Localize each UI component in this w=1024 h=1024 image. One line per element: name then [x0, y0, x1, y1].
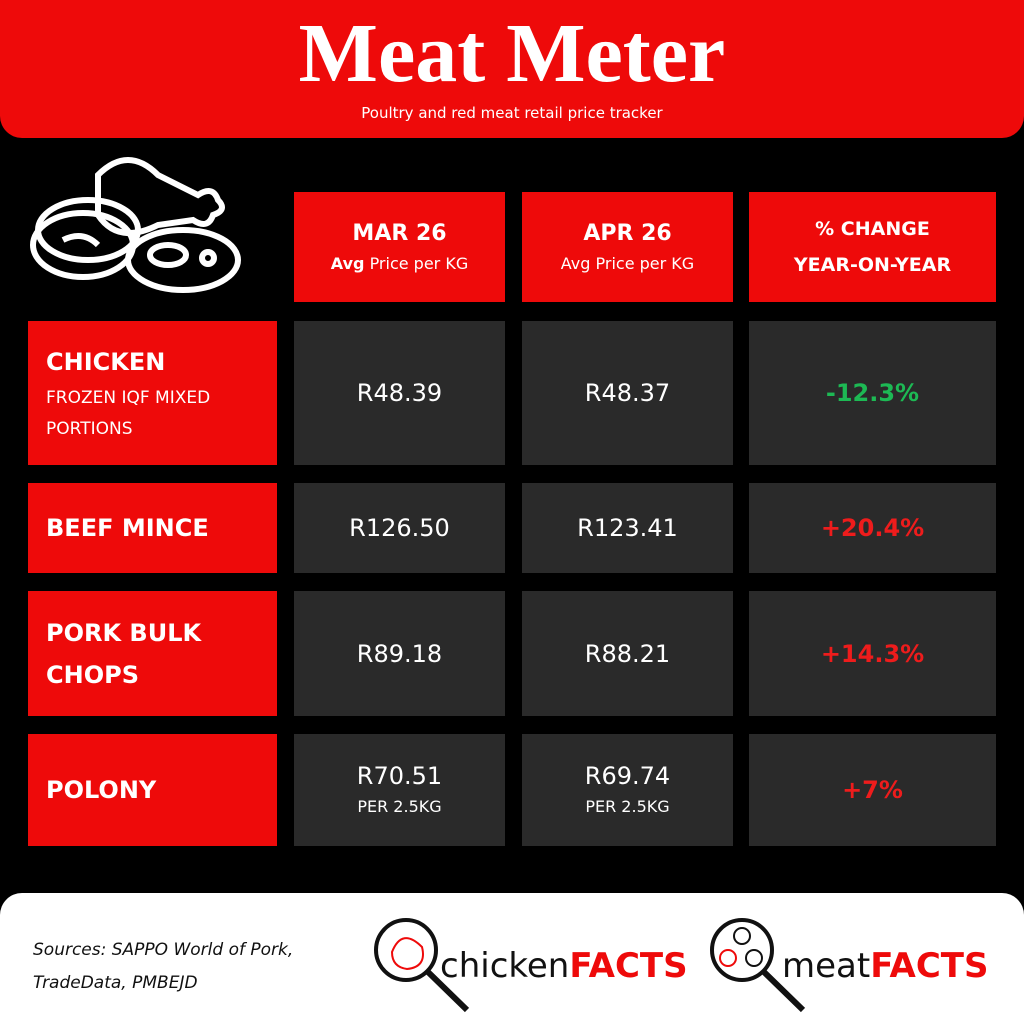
price: R89.18: [356, 639, 443, 668]
column-unit: Avg Price per KG: [330, 254, 469, 273]
change-value: -12.3%: [825, 379, 920, 407]
meat-logo-icon: [710, 918, 806, 1013]
price-cell: R69.74 PER 2.5KG: [522, 734, 733, 846]
change-cell: +14.3%: [749, 591, 996, 716]
row-name: CHICKEN: [46, 348, 166, 376]
price: R88.21: [584, 639, 671, 668]
column-month: MAR 26: [352, 221, 447, 246]
column-header: % CHANGE YEAR-ON-YEAR: [749, 192, 996, 302]
column-header: APR 26 Avg Price per KG: [522, 192, 733, 302]
column-month: APR 26: [583, 221, 672, 246]
price-cell: R48.37: [522, 321, 733, 465]
price: R126.50: [349, 514, 450, 542]
price-note: PER 2.5KG: [585, 797, 670, 816]
row-label: BEEF MINCE: [28, 483, 277, 573]
sources-line: TradeData, PMBEJD: [33, 973, 198, 993]
price: R123.41: [577, 514, 678, 542]
price-cell: R88.21: [522, 591, 733, 716]
change-value: +7%: [842, 776, 903, 804]
price-note: PER 2.5KG: [357, 797, 442, 816]
chicken-logo: chickenFACTS: [440, 946, 688, 986]
footer: [0, 893, 1024, 1024]
change-value: +20.4%: [820, 514, 925, 542]
row-name: POLONY: [46, 776, 157, 804]
column-header: MAR 26 Avg Price per KG: [294, 192, 505, 302]
change-value: +14.3%: [820, 639, 925, 668]
row-label: PORK BULK CHOPS: [28, 591, 277, 716]
row-label: CHICKEN FROZEN IQF MIXED PORTIONS: [28, 321, 277, 465]
meat-icon: [30, 157, 241, 293]
price: R48.37: [584, 379, 671, 407]
meat-logo: meatFACTS: [782, 946, 989, 986]
row-label: POLONY: [28, 734, 277, 846]
title: Meat Meter: [298, 7, 726, 100]
column-unit: Avg Price per KG: [560, 254, 695, 273]
price-cell: R123.41: [522, 483, 733, 573]
change-cell: -12.3%: [749, 321, 996, 465]
change-cell: +20.4%: [749, 483, 996, 573]
row-name: PORK BULK CHOPS: [46, 618, 202, 689]
price: R70.51: [356, 762, 443, 790]
price-cell: R126.50: [294, 483, 505, 573]
sources-line: Sources: SAPPO World of Pork,: [33, 940, 294, 960]
row-detail: FROZEN IQF MIXED PORTIONS: [46, 388, 211, 439]
price-cell: R48.39: [294, 321, 505, 465]
chicken-logo-icon: [374, 918, 470, 1013]
price-cell: R70.51 PER 2.5KG: [294, 734, 505, 846]
column-line: YEAR-ON-YEAR: [793, 254, 952, 276]
price-cell: R89.18: [294, 591, 505, 716]
change-cell: +7%: [749, 734, 996, 846]
header-banner: [0, 0, 1024, 138]
subtitle: Poultry and red meat retail price tracke…: [361, 104, 663, 122]
row-name: BEEF MINCE: [46, 514, 209, 542]
price: R48.39: [356, 379, 443, 407]
column-line: % CHANGE: [815, 218, 930, 240]
price: R69.74: [584, 762, 671, 790]
